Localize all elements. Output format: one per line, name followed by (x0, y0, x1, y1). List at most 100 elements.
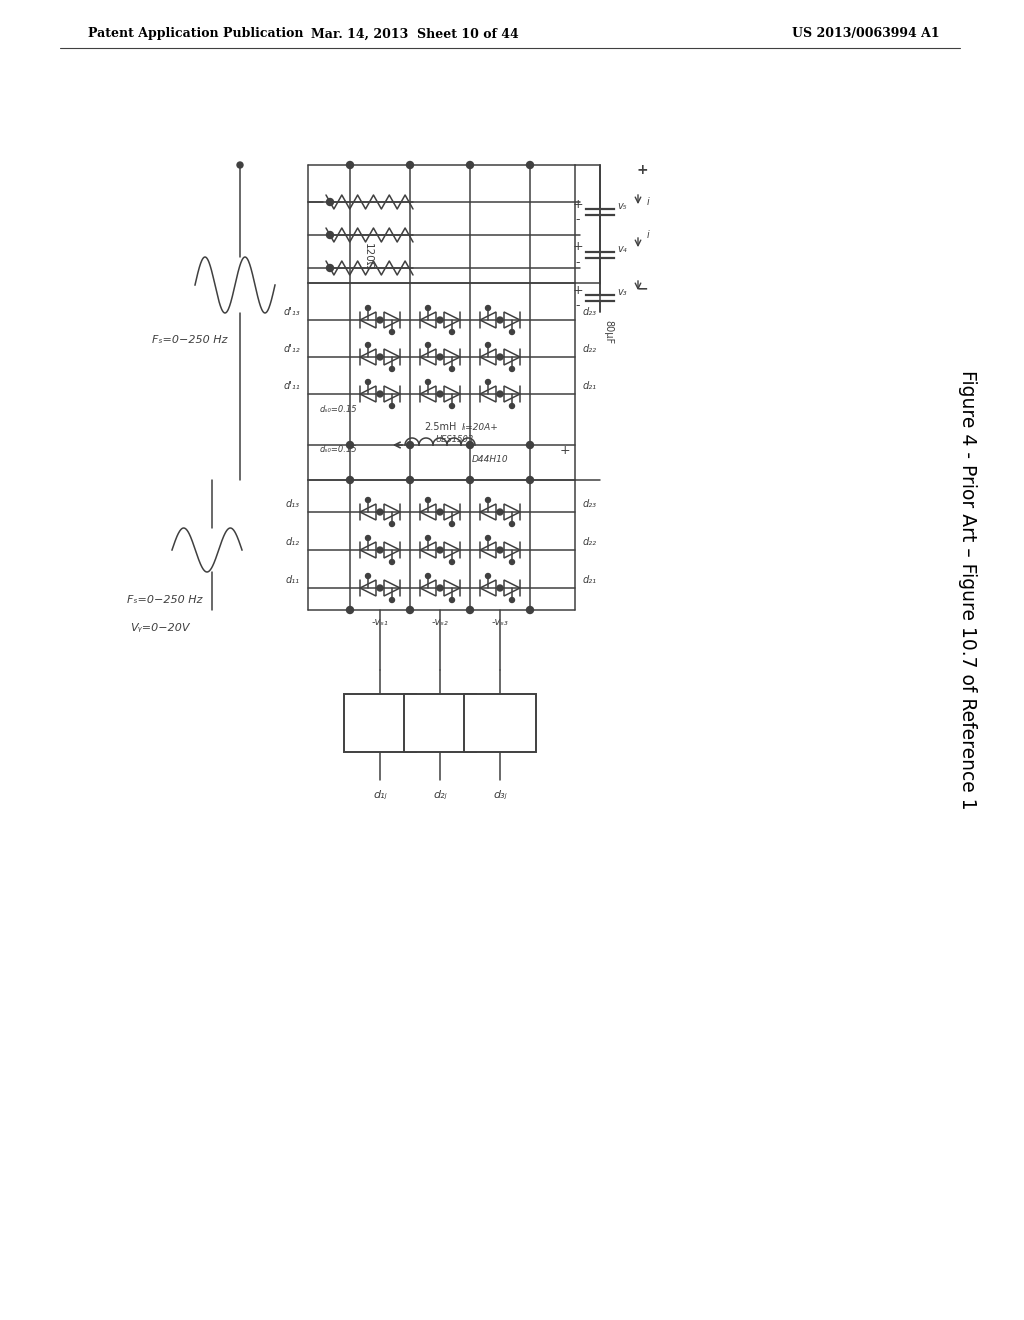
Circle shape (497, 510, 503, 515)
Text: i: i (646, 197, 649, 207)
Text: −: − (636, 281, 648, 294)
Circle shape (437, 391, 443, 397)
Text: d₁₃: d₁₃ (286, 499, 300, 510)
Circle shape (485, 536, 490, 540)
Circle shape (346, 606, 353, 614)
Circle shape (377, 585, 383, 591)
Circle shape (526, 606, 534, 614)
Circle shape (437, 585, 443, 591)
Circle shape (389, 404, 394, 408)
Text: -: - (575, 300, 581, 313)
Circle shape (366, 305, 371, 310)
Text: v₃: v₃ (617, 286, 627, 297)
Circle shape (450, 367, 455, 371)
Circle shape (437, 317, 443, 323)
Circle shape (467, 477, 473, 483)
Text: Fₛ=0−250 Hz: Fₛ=0−250 Hz (153, 335, 227, 345)
Text: Iₗ=20A+: Iₗ=20A+ (462, 422, 499, 432)
Bar (344, 694, 416, 752)
Circle shape (510, 404, 514, 408)
Text: d₂₂: d₂₂ (583, 345, 597, 354)
Circle shape (485, 573, 490, 578)
Text: -vₛ₃: -vₛ₃ (492, 616, 508, 627)
Circle shape (407, 606, 414, 614)
Text: d₃ⱼ: d₃ⱼ (494, 789, 507, 800)
Text: d₂₃: d₂₃ (583, 308, 597, 317)
Text: +: + (572, 240, 584, 253)
Text: d₂ⱼ: d₂ⱼ (433, 789, 446, 800)
Circle shape (366, 573, 371, 578)
Text: d₁₁: d₁₁ (286, 576, 300, 585)
Text: +: + (572, 284, 584, 297)
Circle shape (389, 521, 394, 527)
Text: d'₁₂: d'₁₂ (284, 345, 300, 354)
Text: d₂₃: d₂₃ (583, 499, 597, 510)
Text: UES1503: UES1503 (436, 436, 474, 445)
Circle shape (377, 510, 383, 515)
Text: dₛ₀=0.15: dₛ₀=0.15 (319, 446, 356, 454)
Circle shape (467, 161, 473, 169)
Circle shape (497, 546, 503, 553)
Circle shape (510, 598, 514, 602)
Circle shape (485, 498, 490, 503)
Bar (404, 694, 476, 752)
Circle shape (377, 317, 383, 323)
Text: 120Ω: 120Ω (362, 243, 373, 271)
Circle shape (366, 380, 371, 384)
Text: dₛ₀=0.15: dₛ₀=0.15 (319, 405, 356, 414)
Text: 2.5mH: 2.5mH (424, 422, 456, 432)
Circle shape (485, 380, 490, 384)
Circle shape (497, 585, 503, 591)
Circle shape (389, 367, 394, 371)
Text: POWER: POWER (360, 710, 399, 721)
Circle shape (346, 441, 353, 449)
Circle shape (485, 305, 490, 310)
Circle shape (366, 536, 371, 540)
Text: AMPLIFIER: AMPLIFIER (353, 725, 407, 735)
Circle shape (437, 354, 443, 360)
Circle shape (426, 498, 430, 503)
Circle shape (389, 598, 394, 602)
Circle shape (366, 498, 371, 503)
Circle shape (346, 477, 353, 483)
Text: Mar. 14, 2013  Sheet 10 of 44: Mar. 14, 2013 Sheet 10 of 44 (311, 28, 519, 41)
Circle shape (426, 342, 430, 347)
Text: POWER: POWER (421, 710, 459, 721)
Circle shape (426, 536, 430, 540)
Circle shape (510, 367, 514, 371)
Circle shape (485, 342, 490, 347)
Text: -vₛ₂: -vₛ₂ (432, 616, 449, 627)
Text: Fₛ=0−250 Hz: Fₛ=0−250 Hz (127, 595, 203, 605)
Circle shape (450, 404, 455, 408)
Circle shape (437, 546, 443, 553)
Circle shape (389, 330, 394, 334)
Circle shape (327, 264, 334, 272)
Circle shape (366, 342, 371, 347)
Circle shape (510, 521, 514, 527)
Circle shape (526, 161, 534, 169)
Circle shape (327, 231, 334, 239)
Circle shape (377, 391, 383, 397)
Text: Figure 4 - Prior Art – Figure 10.7 of Reference 1: Figure 4 - Prior Art – Figure 10.7 of Re… (958, 370, 978, 809)
Text: d₂₁: d₂₁ (583, 576, 597, 585)
Text: AMPLIFIER: AMPLIFIER (414, 725, 467, 735)
Text: +: + (572, 198, 584, 210)
Text: d₁₂: d₁₂ (286, 537, 300, 546)
Circle shape (389, 560, 394, 565)
Text: -: - (575, 256, 581, 269)
Circle shape (450, 598, 455, 602)
Text: d'₁₁: d'₁₁ (284, 381, 300, 391)
Circle shape (526, 477, 534, 483)
Circle shape (407, 477, 414, 483)
Circle shape (497, 354, 503, 360)
Bar (464, 694, 536, 752)
Circle shape (497, 317, 503, 323)
Text: US 2013/0063994 A1: US 2013/0063994 A1 (793, 28, 940, 41)
Text: POWER: POWER (481, 710, 519, 721)
Text: d₁ⱼ: d₁ⱼ (373, 789, 387, 800)
Text: +: + (560, 444, 570, 457)
Text: v₅: v₅ (617, 201, 627, 211)
Circle shape (426, 573, 430, 578)
Text: AMPLIFIER: AMPLIFIER (473, 725, 526, 735)
Text: D44H10: D44H10 (472, 455, 508, 465)
